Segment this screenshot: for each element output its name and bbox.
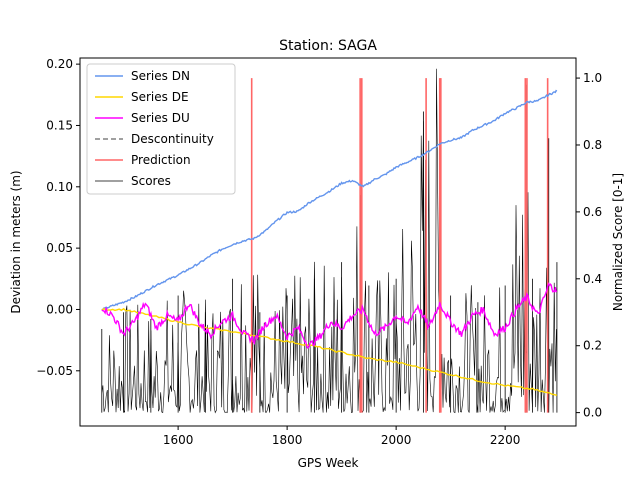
chart-title: Station: SAGA bbox=[279, 38, 377, 54]
x-tick-label: 2200 bbox=[490, 433, 521, 447]
y2-tick-label: 1.0 bbox=[583, 71, 602, 85]
y-tick-label: 0.15 bbox=[46, 118, 73, 132]
legend-label: Series DU bbox=[131, 111, 190, 125]
y2-tick-label: 0.8 bbox=[583, 138, 602, 152]
series-line-series-dn bbox=[101, 89, 558, 311]
y-tick-label: 0.00 bbox=[46, 302, 73, 316]
legend-label: Series DN bbox=[131, 69, 190, 83]
legend-label: Prediction bbox=[131, 153, 191, 167]
predictions-layer bbox=[250, 78, 549, 413]
legend-box bbox=[86, 63, 236, 195]
y-axis-right: 0.0 0.2 0.4 0.6 0.8 1.0 bbox=[576, 71, 602, 420]
series-line-series-du bbox=[101, 282, 558, 350]
y-tick-label: 0.20 bbox=[46, 57, 73, 71]
y-axis-left: −0.05 0.00 0.05 0.10 0.15 0.20 bbox=[36, 57, 80, 378]
x-tick-label: 2000 bbox=[381, 433, 412, 447]
y-tick-label: 0.05 bbox=[46, 241, 73, 255]
x-tick-label: 1600 bbox=[163, 433, 194, 447]
y-axis-label: Deviation in meters (m) bbox=[9, 170, 23, 313]
y-tick-label: −0.05 bbox=[36, 364, 73, 378]
y-tick-label: 0.10 bbox=[46, 180, 73, 194]
x-tick-label: 1800 bbox=[272, 433, 303, 447]
series-line-series-de bbox=[101, 307, 558, 396]
legend-label: Series DE bbox=[131, 90, 189, 104]
y2-axis-label: Normalized Score [0-1] bbox=[611, 173, 625, 311]
y2-tick-label: 0.2 bbox=[583, 339, 602, 353]
y2-tick-label: 0.0 bbox=[583, 406, 602, 420]
x-axis: 1600 1800 2000 2200 bbox=[163, 426, 521, 447]
scores-line bbox=[101, 68, 557, 414]
legend-label: Descontinuity bbox=[131, 132, 214, 146]
legend-label: Scores bbox=[131, 174, 171, 188]
plot-frame bbox=[79, 57, 577, 427]
y2-tick-label: 0.4 bbox=[583, 272, 602, 286]
x-axis-label: GPS Week bbox=[298, 456, 359, 470]
series-layer bbox=[101, 89, 558, 396]
legend: Series DN Series DE Series DU Descontinuity… bbox=[86, 63, 236, 195]
y2-tick-label: 0.6 bbox=[583, 205, 602, 219]
